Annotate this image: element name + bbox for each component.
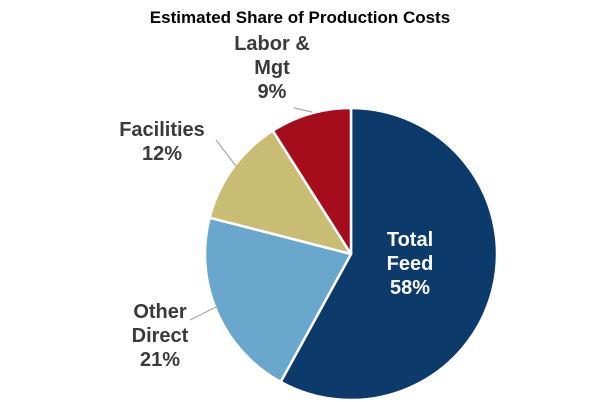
data-label-feed: 58% [390, 277, 430, 299]
pie-slice-labor [271, 106, 353, 256]
slice-label-facilities-1: Facilities [119, 119, 205, 141]
slice-label-labor-2: Mgt [254, 57, 290, 79]
slice-label-feed-2: Feed [387, 253, 434, 275]
leader-lines [189, 107, 313, 321]
data-label-other: 21% [140, 349, 180, 371]
slice-label-other-1: Other [133, 301, 187, 323]
pie-slice-other [203, 216, 353, 384]
slice-label-feed-1: Total [387, 229, 433, 251]
data-label-facilities: 12% [142, 143, 182, 165]
leader-line-facilities [215, 139, 237, 167]
slice-label-labor-1: Labor & [234, 33, 310, 55]
leader-line-labor [293, 107, 313, 113]
data-label-labor: 9% [258, 81, 287, 103]
pie-slice-feed [279, 106, 499, 402]
leader-line-other [189, 305, 219, 321]
pie-slice-facilities [208, 129, 353, 256]
pie-slices [203, 106, 499, 402]
slice-label-other-2: Direct [132, 325, 189, 347]
chart-title: Estimated Share of Production Costs [150, 8, 450, 27]
